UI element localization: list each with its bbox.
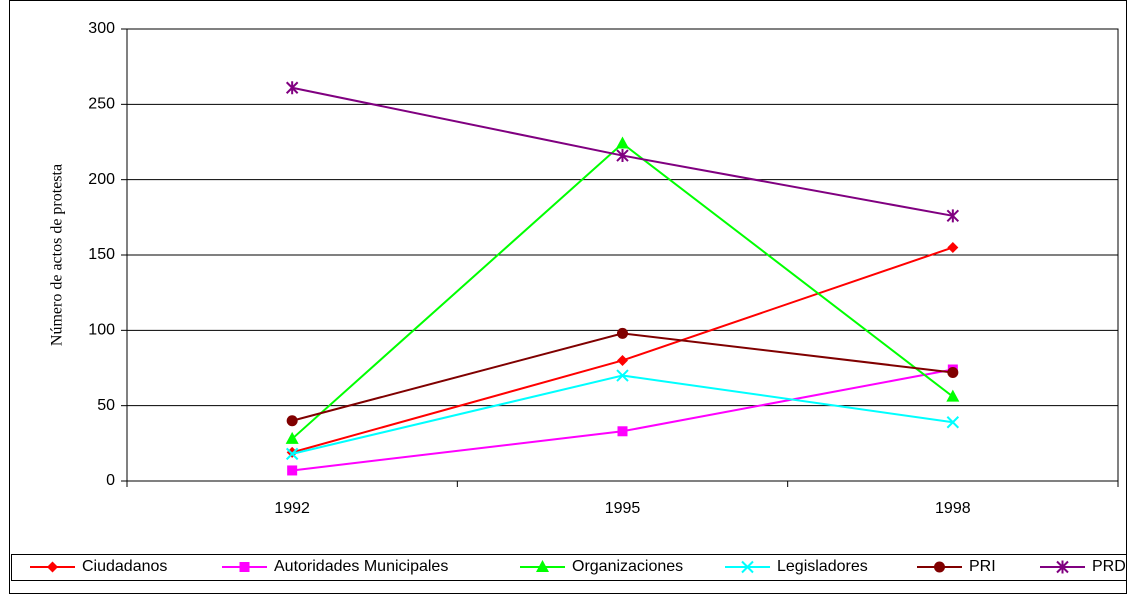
data-point [286,415,298,427]
data-point [946,389,960,402]
y-tick-label: 300 [88,20,115,37]
x-tick-label: 1998 [935,500,971,517]
legend-marker [934,561,945,573]
data-point [617,327,628,339]
legend-marker [1056,560,1069,574]
y-axis-label: Número de actos de protesta [49,164,66,346]
y-tick-label: 150 [88,246,115,263]
x-tick-label: 1995 [605,500,641,517]
legend-label: PRD [1092,558,1126,575]
data-point [285,81,299,95]
data-point [285,447,299,461]
y-tick-label: 0 [106,472,115,489]
y-tick-label: 50 [97,397,115,414]
data-point [616,136,629,149]
data-point [946,209,960,223]
data-point [617,354,628,366]
legend-marker [239,562,250,572]
y-tick-label: 100 [88,322,115,339]
legend-label: Ciudadanos [82,558,167,575]
y-tick-label: 200 [88,171,115,188]
data-point [616,149,629,163]
legend-marker [47,561,58,573]
data-point [947,241,959,253]
data-point [616,369,629,382]
y-tick-label: 250 [88,96,115,113]
x-tick-label: 1992 [274,500,310,517]
legend-marker [741,560,754,574]
data-point [617,426,628,437]
legend-marker [536,560,549,572]
legend-label: Legisladores [777,558,868,575]
data-point [287,465,298,476]
data-point [947,367,959,379]
data-point [285,431,299,444]
legend-label: Autoridades Municipales [274,558,448,575]
legend-label: PRI [969,558,996,575]
legend-label: Organizaciones [572,558,683,575]
data-point [286,446,298,458]
data-point [946,416,960,429]
